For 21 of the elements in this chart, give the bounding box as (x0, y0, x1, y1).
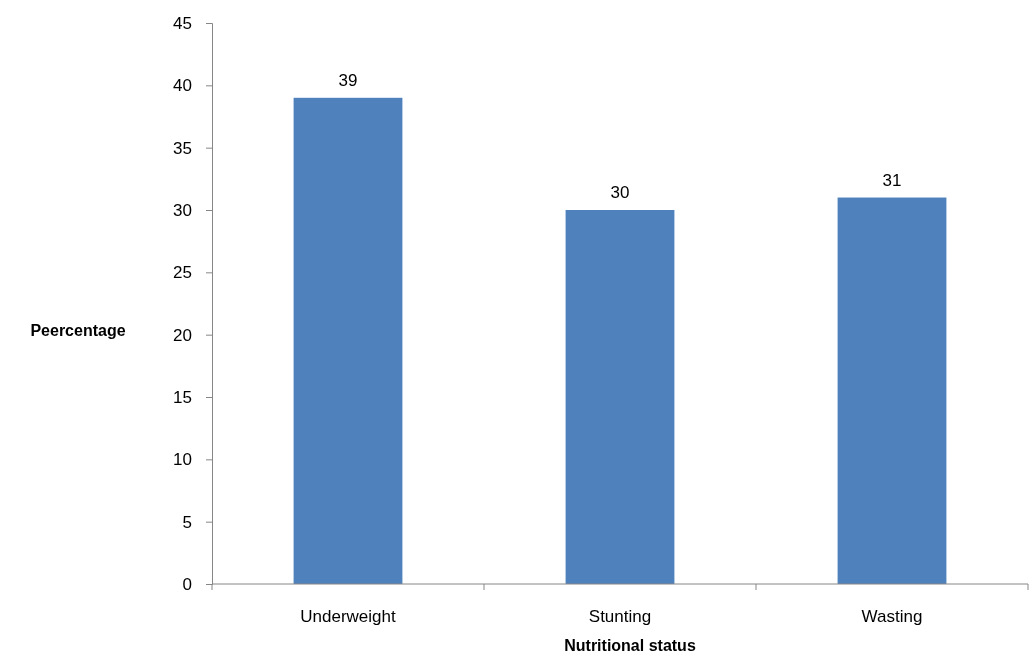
data-label: 39 (338, 70, 358, 90)
y-tick-label: 20 (173, 325, 192, 345)
data-label: 31 (882, 170, 902, 190)
y-axis-title: Peercentage (30, 322, 126, 339)
y-tick-label: 35 (173, 138, 192, 158)
x-tick-label: Underweight (300, 607, 396, 626)
y-tick-label: 45 (173, 13, 192, 33)
y-tick-label: 5 (182, 512, 192, 532)
y-tick-label: 15 (173, 387, 192, 407)
x-tick-label: Wasting (861, 607, 923, 626)
y-tick-label: 0 (182, 574, 192, 594)
bar (837, 197, 947, 584)
y-tick-label: 10 (173, 450, 192, 470)
data-label: 30 (610, 183, 630, 202)
bar (565, 210, 675, 584)
y-tick-label: 40 (173, 76, 192, 96)
bar (293, 97, 403, 584)
y-tick-label: 25 (173, 263, 192, 283)
x-axis-title: Nutritional status (564, 637, 696, 654)
y-tick-label: 30 (173, 200, 192, 220)
x-tick-label: Stunting (588, 607, 652, 626)
